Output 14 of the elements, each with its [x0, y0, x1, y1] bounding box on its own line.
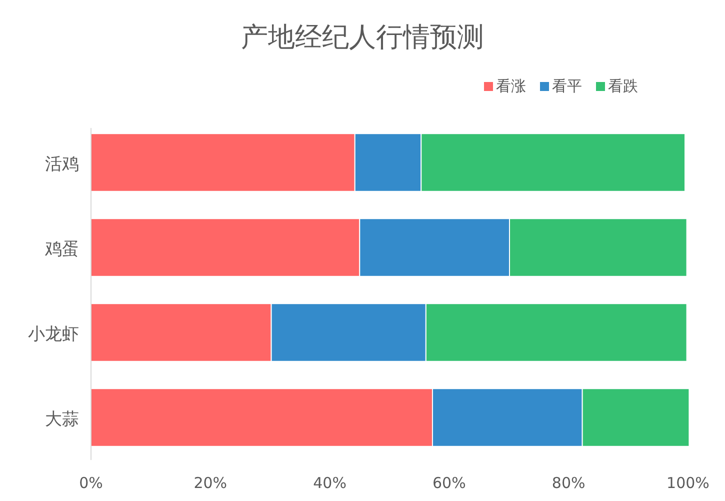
y-tick-label: 活鸡 — [45, 154, 79, 174]
legend-label: 看跌 — [608, 77, 638, 95]
legend-label: 看平 — [552, 77, 582, 95]
y-tick-label: 大蒜 — [45, 410, 79, 430]
chart-title: 产地经纪人行情预测 — [241, 22, 484, 53]
legend-label: 看涨 — [496, 77, 526, 95]
y-tick-label: 鸡蛋 — [44, 240, 79, 260]
y-tick-label: 小龙虾 — [28, 324, 79, 344]
x-tick-label: 60% — [432, 474, 466, 492]
x-tick-label: 40% — [313, 474, 346, 492]
x-tick-label: 80% — [552, 474, 586, 492]
x-tick-label: 0% — [79, 474, 103, 492]
x-tick-label: 100% — [666, 474, 710, 492]
x-tick-label: 20% — [194, 474, 228, 492]
